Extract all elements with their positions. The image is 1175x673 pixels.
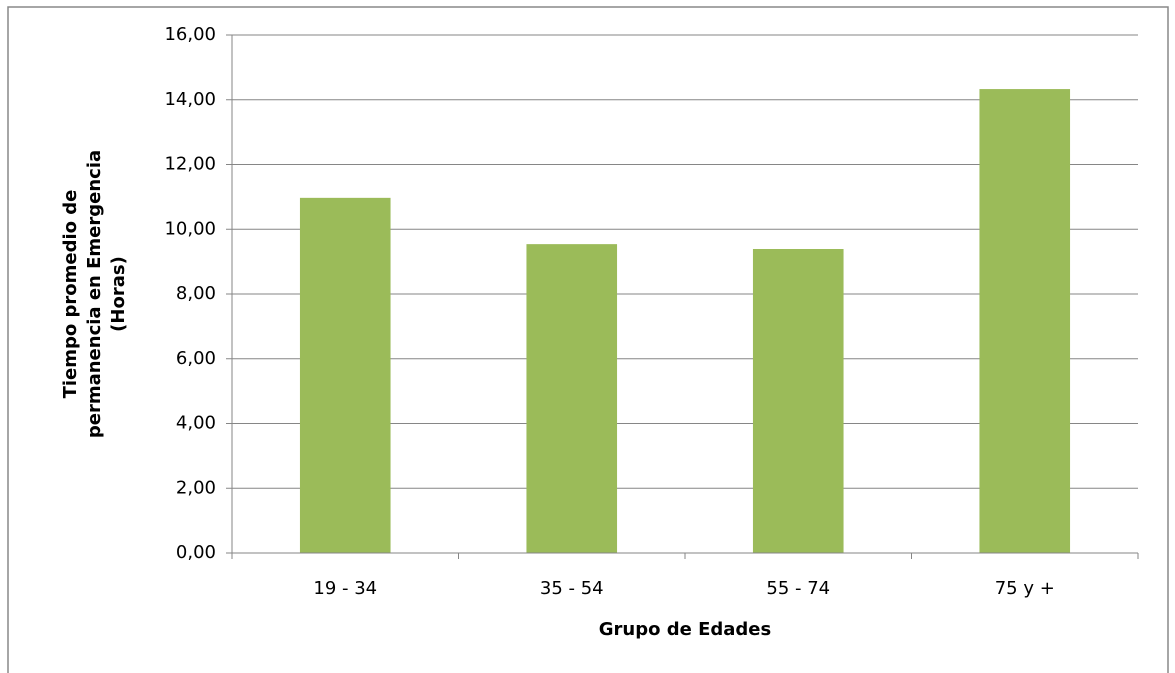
bar: [752, 248, 844, 553]
bar: [299, 197, 391, 553]
y-tick-label: 4,00: [176, 413, 216, 434]
y-axis-label-line: Tiempo promedio de: [60, 190, 81, 399]
y-axis-label-line: (Horas): [108, 256, 129, 332]
y-axis-label: Tiempo promedio de permanencia en Emergen…: [60, 150, 129, 438]
bar: [526, 244, 618, 553]
y-tick-label: 8,00: [176, 283, 216, 304]
x-tick-label: 55 - 74: [766, 578, 830, 599]
y-tick-label: 10,00: [164, 218, 216, 239]
chart-frame: [7, 6, 1169, 673]
y-tick-label: 0,00: [176, 542, 216, 563]
y-tick-label: 6,00: [176, 348, 216, 369]
y-tick-label: 14,00: [164, 89, 216, 110]
x-tick-label: 75 y +: [995, 578, 1055, 599]
y-tick-label: 12,00: [164, 154, 216, 175]
y-tick-label: 2,00: [176, 477, 216, 498]
x-axis-label: Grupo de Edades: [599, 619, 771, 640]
y-tick-label: 16,00: [164, 24, 216, 45]
bar: [979, 89, 1071, 553]
x-tick-label: 19 - 34: [313, 578, 377, 599]
x-tick-label: 35 - 54: [540, 578, 604, 599]
y-axis-label-line: permanencia en Emergencia: [84, 150, 105, 438]
